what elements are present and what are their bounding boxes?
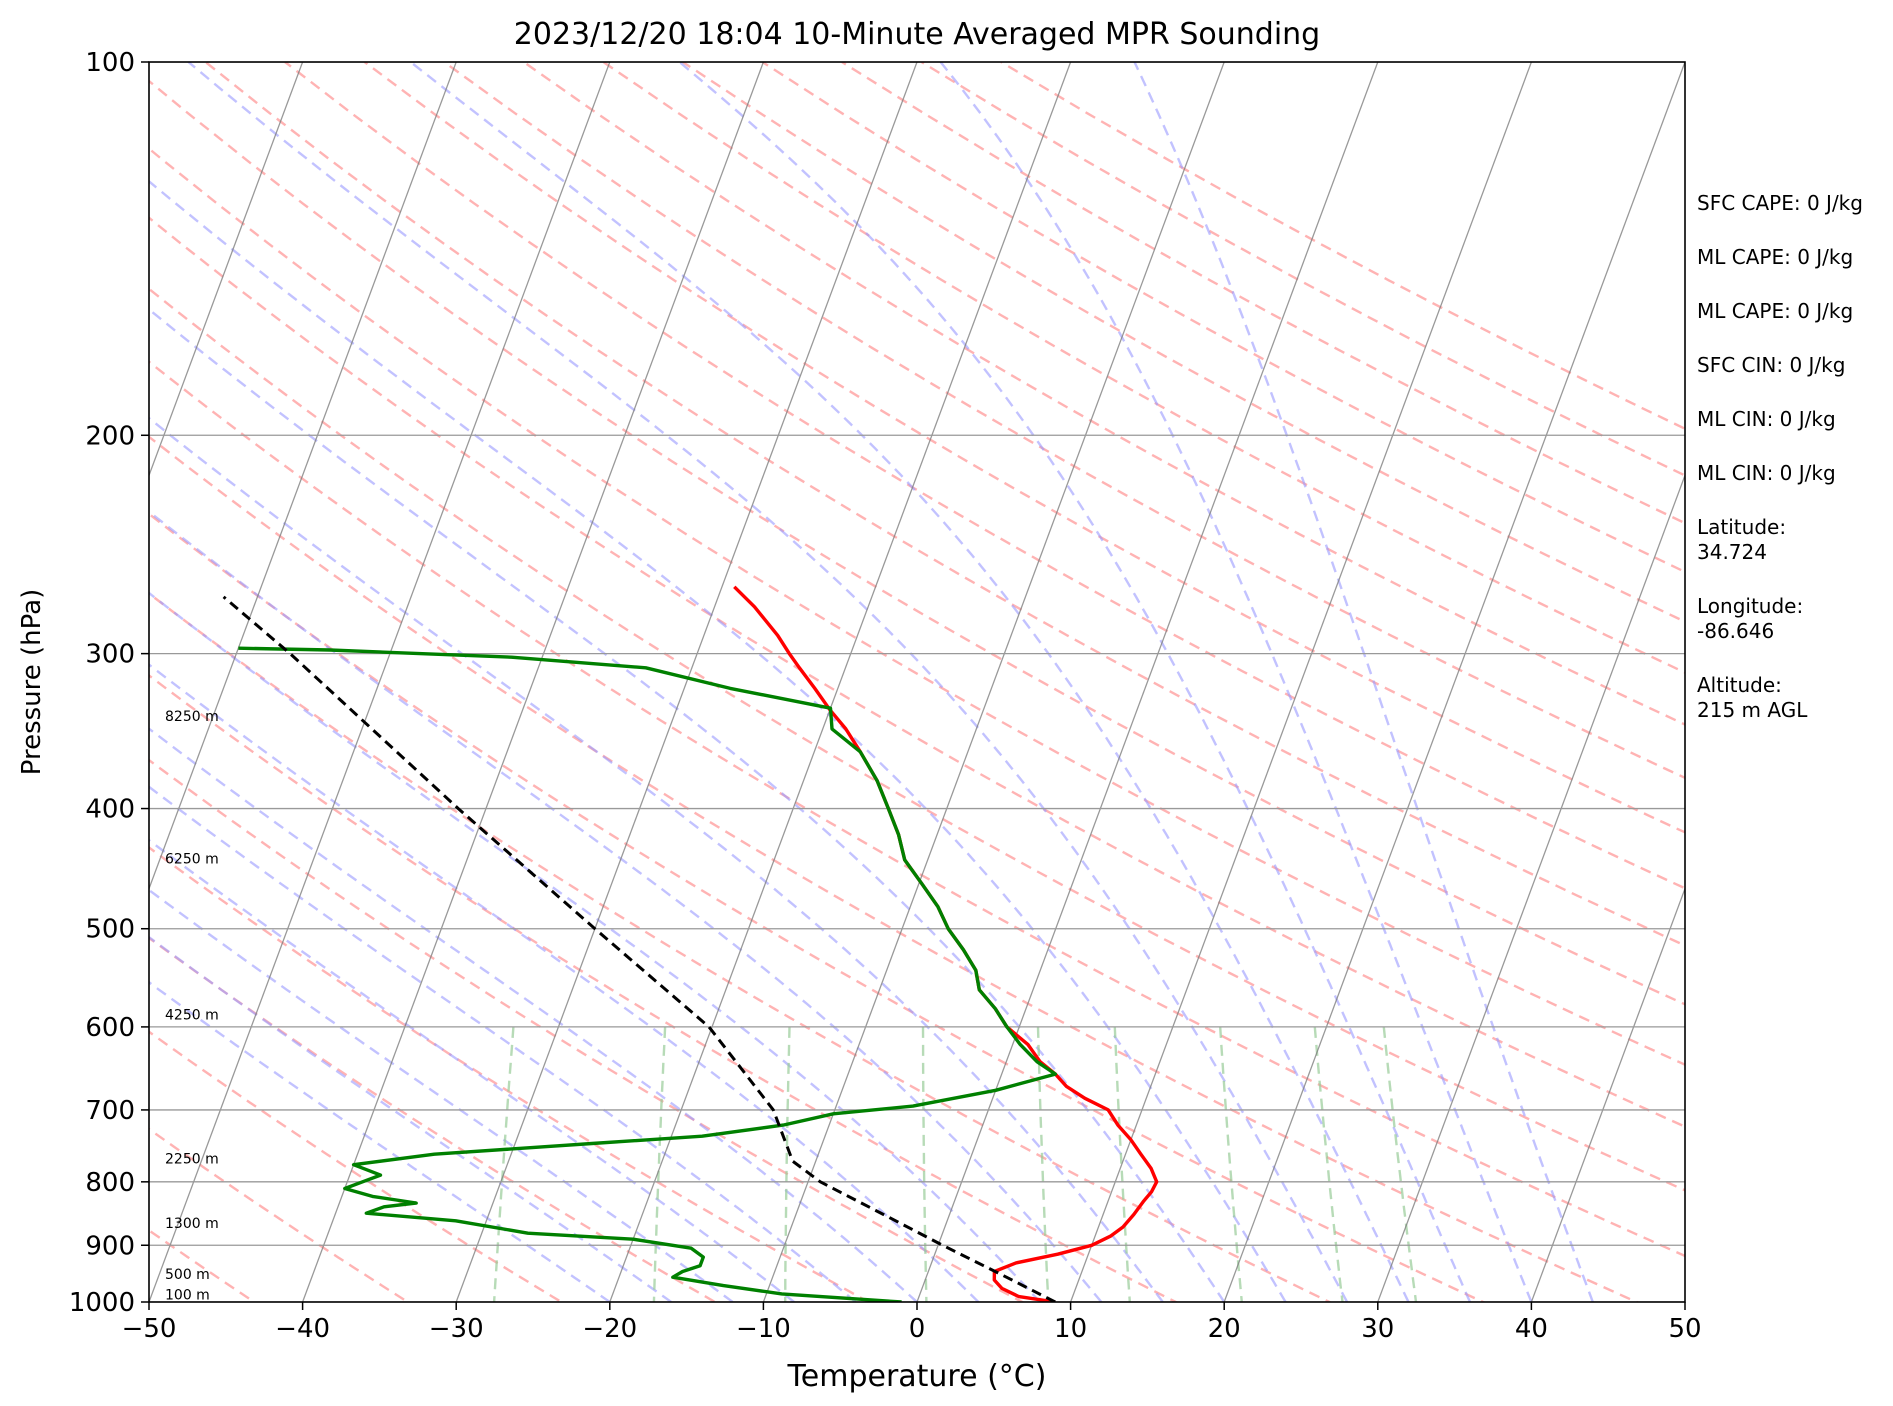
- mixing-ratio-line: [1382, 1026, 1418, 1302]
- mixing-ratio-line: [492, 1026, 515, 1302]
- chart-title: 2023/12/20 18:04 10-Minute Averaged MPR …: [514, 17, 1320, 52]
- dewpoint-line: [238, 646, 1058, 1302]
- moist-adiabat: [939, 62, 1533, 1302]
- dry-adiabat: [204, 62, 1685, 947]
- dry-adiabat: [149, 758, 1025, 1302]
- moist-adiabat: [409, 62, 1410, 1302]
- x-tick-label: 0: [909, 1314, 926, 1344]
- sounding-info-panel: SFC CAPE: 0 J/kg ML CAPE: 0 J/kg ML CAPE: …: [1697, 191, 1863, 722]
- moist-adiabat: [149, 663, 980, 1302]
- moist-adiabat: [149, 416, 1164, 1302]
- isotherm: [455, 62, 918, 1302]
- y-tick-label: 200: [85, 421, 135, 451]
- mixing-ratio-line: [652, 1026, 667, 1302]
- background-lines: [149, 62, 1685, 1302]
- y-tick-label: 600: [85, 1013, 135, 1043]
- moist-adiabat: [149, 510, 1103, 1302]
- isotherm: [1223, 62, 1685, 1302]
- dry-adiabat: [149, 435, 1640, 1302]
- sounding-info-text: ML CAPE: 0 J/kg: [1697, 299, 1853, 323]
- height-label: 6250 m: [165, 852, 219, 868]
- height-label: 8250 m: [165, 709, 219, 725]
- sounding-info-text: ML CIN: 0 J/kg: [1697, 407, 1836, 431]
- dry-adiabat: [149, 79, 1685, 1006]
- x-tick-label: −50: [122, 1314, 177, 1344]
- moist-adiabat: [187, 62, 1349, 1302]
- sounding-info-text: Longitude: -86.646: [1697, 594, 1803, 643]
- height-label: 1300 m: [165, 1216, 219, 1232]
- x-axis: −50 −40 −30 −20 −10 0 10 20 30 40 50: [122, 1302, 1702, 1344]
- x-tick-label: −20: [582, 1314, 637, 1344]
- y-axis: 100 200 300 400 500 600 700 800 900 1000: [69, 48, 149, 1318]
- dry-adiabat: [149, 673, 1179, 1302]
- sounding-info-text: Altitude: 215 m AGL: [1697, 673, 1808, 722]
- x-tick-label: −10: [736, 1314, 791, 1344]
- moist-adiabat: [149, 888, 734, 1302]
- isotherm: [149, 62, 304, 478]
- mixing-ratio-line: [1313, 1026, 1344, 1302]
- moist-adiabat: [678, 62, 1472, 1302]
- moist-adiabat: [149, 785, 857, 1302]
- dry-adiabat: [363, 62, 1685, 834]
- isotherm: [301, 62, 765, 1302]
- y-tick-label: 300: [85, 640, 135, 670]
- dry-adiabat: [149, 592, 1333, 1302]
- dry-adiabat: [602, 62, 1685, 674]
- height-label: 4250 m: [165, 1008, 219, 1024]
- moist-adiabat: [149, 179, 1287, 1302]
- x-tick-label: −30: [429, 1314, 484, 1344]
- sounding-info-text: SFC CIN: 0 J/kg: [1697, 353, 1845, 377]
- x-tick-label: 10: [1054, 1314, 1087, 1344]
- sounding-info-text: ML CAPE: 0 J/kg: [1697, 245, 1853, 269]
- dry-adiabat: [149, 846, 872, 1302]
- plot-area: [149, 62, 1685, 1302]
- y-tick-label: 400: [85, 795, 135, 825]
- dry-adiabat: [149, 147, 1685, 1066]
- x-tick-label: 30: [1361, 1314, 1394, 1344]
- moist-adiabat: [149, 727, 918, 1302]
- parcel-profile-line: [222, 595, 1056, 1302]
- x-tick-label: 40: [1515, 1314, 1548, 1344]
- isotherm: [149, 62, 457, 891]
- isotherm: [1069, 62, 1533, 1302]
- isotherm: [149, 62, 611, 1302]
- x-axis-label: Temperature (°C): [787, 1359, 1047, 1394]
- y-axis-label: Pressure (hPa): [17, 589, 47, 776]
- isotherm: [916, 62, 1379, 1302]
- x-tick-label: −40: [275, 1314, 330, 1344]
- y-tick-label: 1000: [69, 1288, 135, 1318]
- dry-adiabat: [149, 1030, 564, 1302]
- x-tick-label: 50: [1668, 1314, 1701, 1344]
- isotherm: [1377, 473, 1685, 1302]
- dry-adiabat: [149, 360, 1685, 1258]
- pressure-gridlines: [149, 62, 1685, 1302]
- moist-adiabat: [149, 980, 611, 1302]
- mixing-ratio-line: [1113, 1026, 1131, 1302]
- y-tick-label: 800: [85, 1168, 135, 1198]
- dry-adiabat: [149, 216, 1685, 1128]
- dry-adiabat: [149, 1127, 411, 1302]
- temperature-line: [733, 585, 1159, 1302]
- sounding-info-text: ML CIN: 0 J/kg: [1697, 461, 1836, 485]
- isotherm: [609, 62, 1072, 1302]
- height-labels: 8250 m 6250 m 4250 m 2250 m 1300 m 500 m 100 m: [165, 709, 219, 1303]
- moist-adiabat: [1133, 62, 1594, 1302]
- sounding-info-text: SFC CAPE: 0 J/kg: [1697, 191, 1863, 215]
- y-tick-label: 900: [85, 1231, 135, 1261]
- sounding-series: [222, 585, 1159, 1302]
- isotherm: [1530, 886, 1685, 1302]
- x-tick-label: 20: [1208, 1314, 1241, 1344]
- y-tick-label: 100: [85, 48, 135, 78]
- isotherm: [762, 62, 1225, 1302]
- height-label: 100 m: [165, 1287, 210, 1303]
- y-tick-label: 700: [85, 1096, 135, 1126]
- height-label: 2250 m: [165, 1151, 219, 1167]
- moist-adiabat: [149, 838, 795, 1302]
- y-tick-label: 500: [85, 915, 135, 945]
- sounding-info-text: Latitude: 34.724: [1697, 515, 1786, 564]
- height-label: 500 m: [165, 1267, 210, 1283]
